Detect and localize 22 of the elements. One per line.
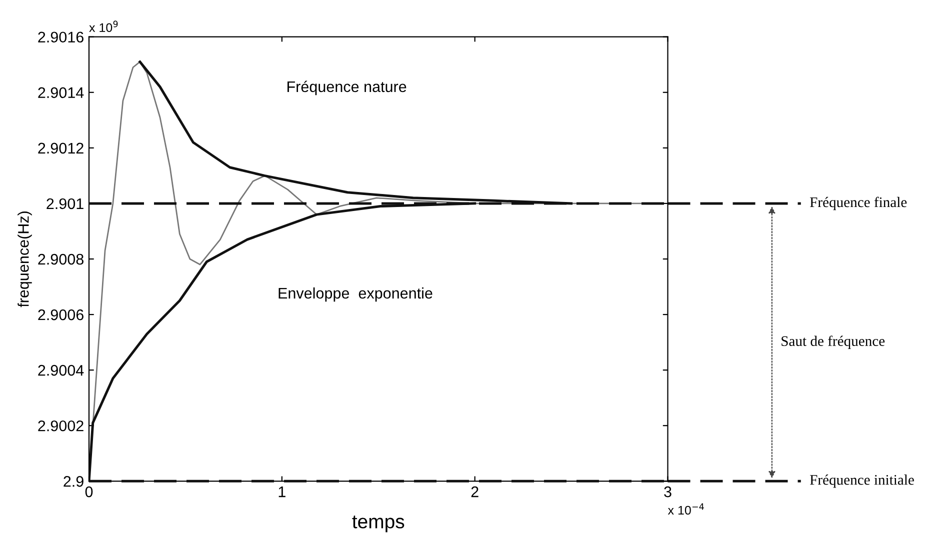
y-tick-label: 2.9004 [38,364,84,376]
y-tick-label: 2.9014 [38,87,84,98]
y-axis-title: frequence(Hz) [18,212,32,308]
y-tick-label: 2.9006 [38,309,84,320]
annotation: Enveloppe exponentie [278,287,432,302]
text: x 10$^{−4}$ [668,503,704,515]
ref-line-label: Fréquence finale [810,196,907,210]
y-tick-label: 2.9016 [38,32,84,43]
text: x 10$^{9}$ [89,20,118,32]
y-tick-label: 2.9 [64,476,84,487]
y-tick-label: 2.901 [46,198,84,210]
text: Saut de fréquence [782,336,885,349]
x-tick-label: 2 [471,486,478,498]
y-tick-label: 2.9012 [38,142,84,154]
x-tick-label: 1 [278,486,286,498]
x-axis-title: temps [352,516,404,532]
x-tick-label: 3 [664,486,672,498]
y-tick-label: 2.9002 [38,420,84,432]
x-tick-label: 0 [85,486,93,498]
ref-line-label: Fréquence initiale [810,474,914,488]
annotation: Fréquence nature [288,80,406,96]
y-tick-label: 2.9008 [38,254,84,265]
